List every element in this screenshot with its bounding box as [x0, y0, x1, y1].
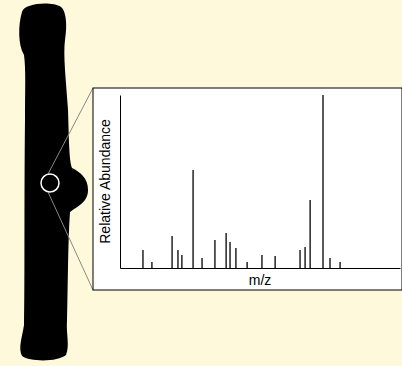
peak [177, 250, 178, 268]
peak [171, 236, 172, 268]
y-axis [120, 96, 121, 269]
peak [329, 258, 330, 268]
connector [48, 88, 93, 174]
sample-circle [41, 174, 59, 192]
spectrum [143, 95, 340, 268]
peak [192, 170, 193, 268]
axis-line [121, 268, 401, 269]
peak [309, 200, 310, 268]
peak [299, 250, 300, 268]
x-axis [121, 268, 401, 269]
axis-line [120, 96, 121, 269]
peak [225, 233, 226, 268]
peak [181, 255, 182, 268]
connector [48, 192, 93, 290]
peak [246, 262, 247, 268]
peak [274, 256, 275, 268]
bone [19, 4, 88, 361]
peak [142, 250, 143, 268]
peak [322, 95, 323, 268]
peak [261, 255, 262, 268]
peak [214, 240, 215, 268]
peak [235, 248, 236, 268]
figure: Relative Abundance m/z [0, 0, 402, 366]
y-axis-title: Relative Abundance [97, 119, 113, 244]
peak [229, 242, 230, 268]
peak [151, 262, 152, 268]
peak [304, 247, 305, 268]
inset-panel [93, 88, 402, 290]
peak [339, 262, 340, 268]
peak [201, 258, 202, 268]
x-axis-title: m/z [249, 272, 272, 288]
